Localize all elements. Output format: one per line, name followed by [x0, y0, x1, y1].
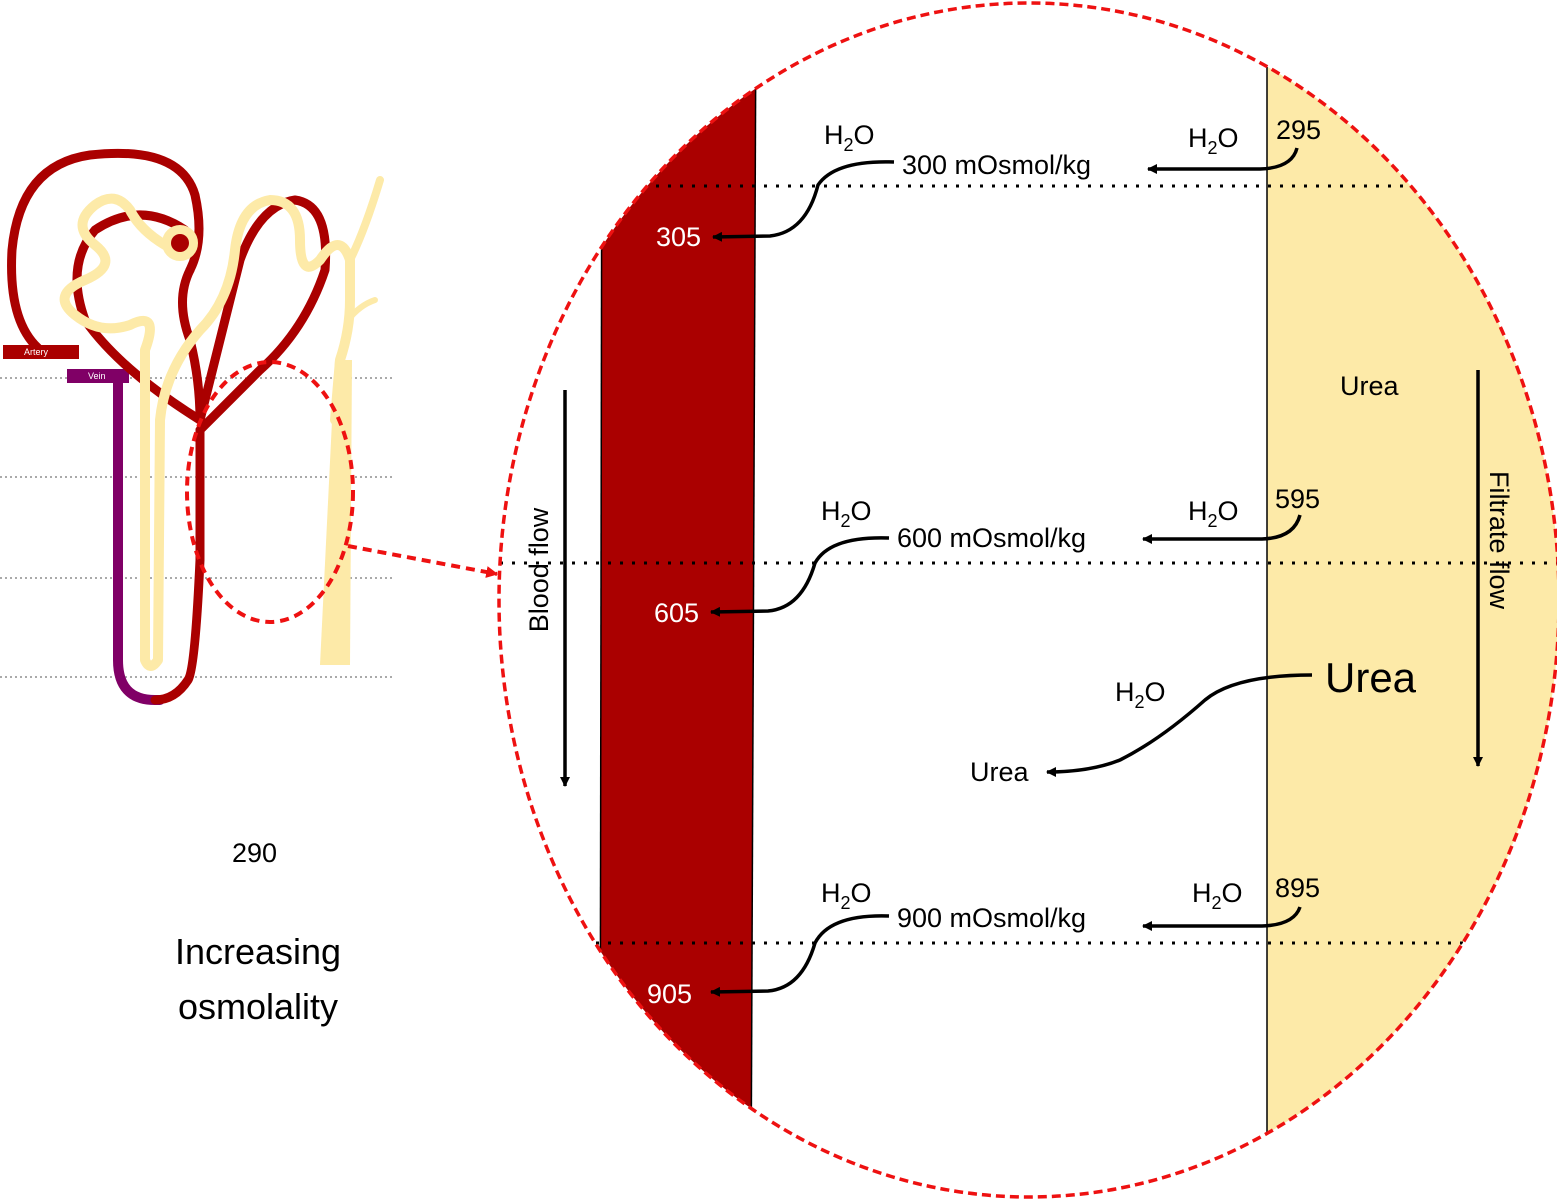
artery-cap: [3, 345, 79, 359]
vessel-edge-right: [750, 3, 757, 1197]
tubule: [59, 176, 384, 671]
water-arrow-tissue: [712, 160, 895, 242]
water-label: H2O: [1188, 496, 1239, 531]
water-label: H2O: [1188, 123, 1239, 158]
water-label: H2O: [821, 878, 872, 913]
caption-line-1: Increasing: [175, 931, 341, 972]
water-arrow-tubule: [1142, 906, 1302, 931]
tissue-osmolality: 300 mOsmol/kg: [902, 150, 1091, 180]
level-600: 595 H2O 600 mOsmol/kg H2O 605: [654, 484, 1320, 628]
blood-vessel-band: [600, 3, 756, 1197]
side-value: 290: [232, 838, 277, 868]
zoom-view: 295 H2O 300 mOsmol/kg H2O 305 595 H2O 60…: [497, 1, 1557, 1199]
tissue-osmolality: 900 mOsmol/kg: [897, 903, 1086, 933]
tissue-osmolality: 600 mOsmol/kg: [897, 523, 1086, 553]
water-label: H2O: [824, 120, 875, 155]
water-label: H2O: [821, 496, 872, 531]
water-arrow-tissue: [710, 536, 890, 617]
water-arrow-tubule: [1142, 514, 1302, 544]
blood-osmolality: 905: [647, 979, 692, 1009]
blood-osmolality: 305: [656, 222, 701, 252]
water-label: H2O: [1192, 878, 1243, 913]
zoom-connector-arrow: [347, 544, 499, 578]
vein-cap: [67, 369, 129, 383]
filtrate-flow-label: Filtrate flow: [1484, 471, 1514, 610]
level-lines: [500, 184, 1557, 945]
vein-label: Vein: [88, 371, 106, 381]
filtrate-osmolality: 595: [1275, 484, 1320, 514]
water-arrow-tubule: [1147, 147, 1299, 174]
urea-big-label: Urea: [1325, 654, 1417, 701]
urea-small-label: Urea: [970, 757, 1030, 787]
highlight-ellipse: [185, 360, 355, 624]
nephron-illustration: Vein Artery: [0, 148, 499, 705]
artery-label: Artery: [24, 347, 49, 357]
level-900: 895 H2O 900 mOsmol/kg H2O 905: [647, 873, 1320, 1009]
level-300: 295 H2O 300 mOsmol/kg H2O 305: [656, 115, 1321, 252]
blood-flow-label: Blood flow: [524, 507, 554, 632]
vessel-edge-left: [599, 3, 603, 1197]
caption-line-2: osmolality: [178, 986, 338, 1027]
blood-osmolality: 605: [654, 598, 699, 628]
collecting-duct: [320, 360, 352, 665]
zoom-circle-outline: [497, 1, 1557, 1199]
water-label: H2O: [1115, 677, 1166, 712]
urea-top-label: Urea: [1340, 371, 1400, 401]
filtrate-osmolality: 895: [1275, 873, 1320, 903]
filtrate-osmolality: 295: [1276, 115, 1321, 145]
urea-diffusion-arrow: [1046, 673, 1313, 777]
glomerulus: [162, 225, 198, 261]
water-arrow-tissue: [710, 914, 890, 997]
